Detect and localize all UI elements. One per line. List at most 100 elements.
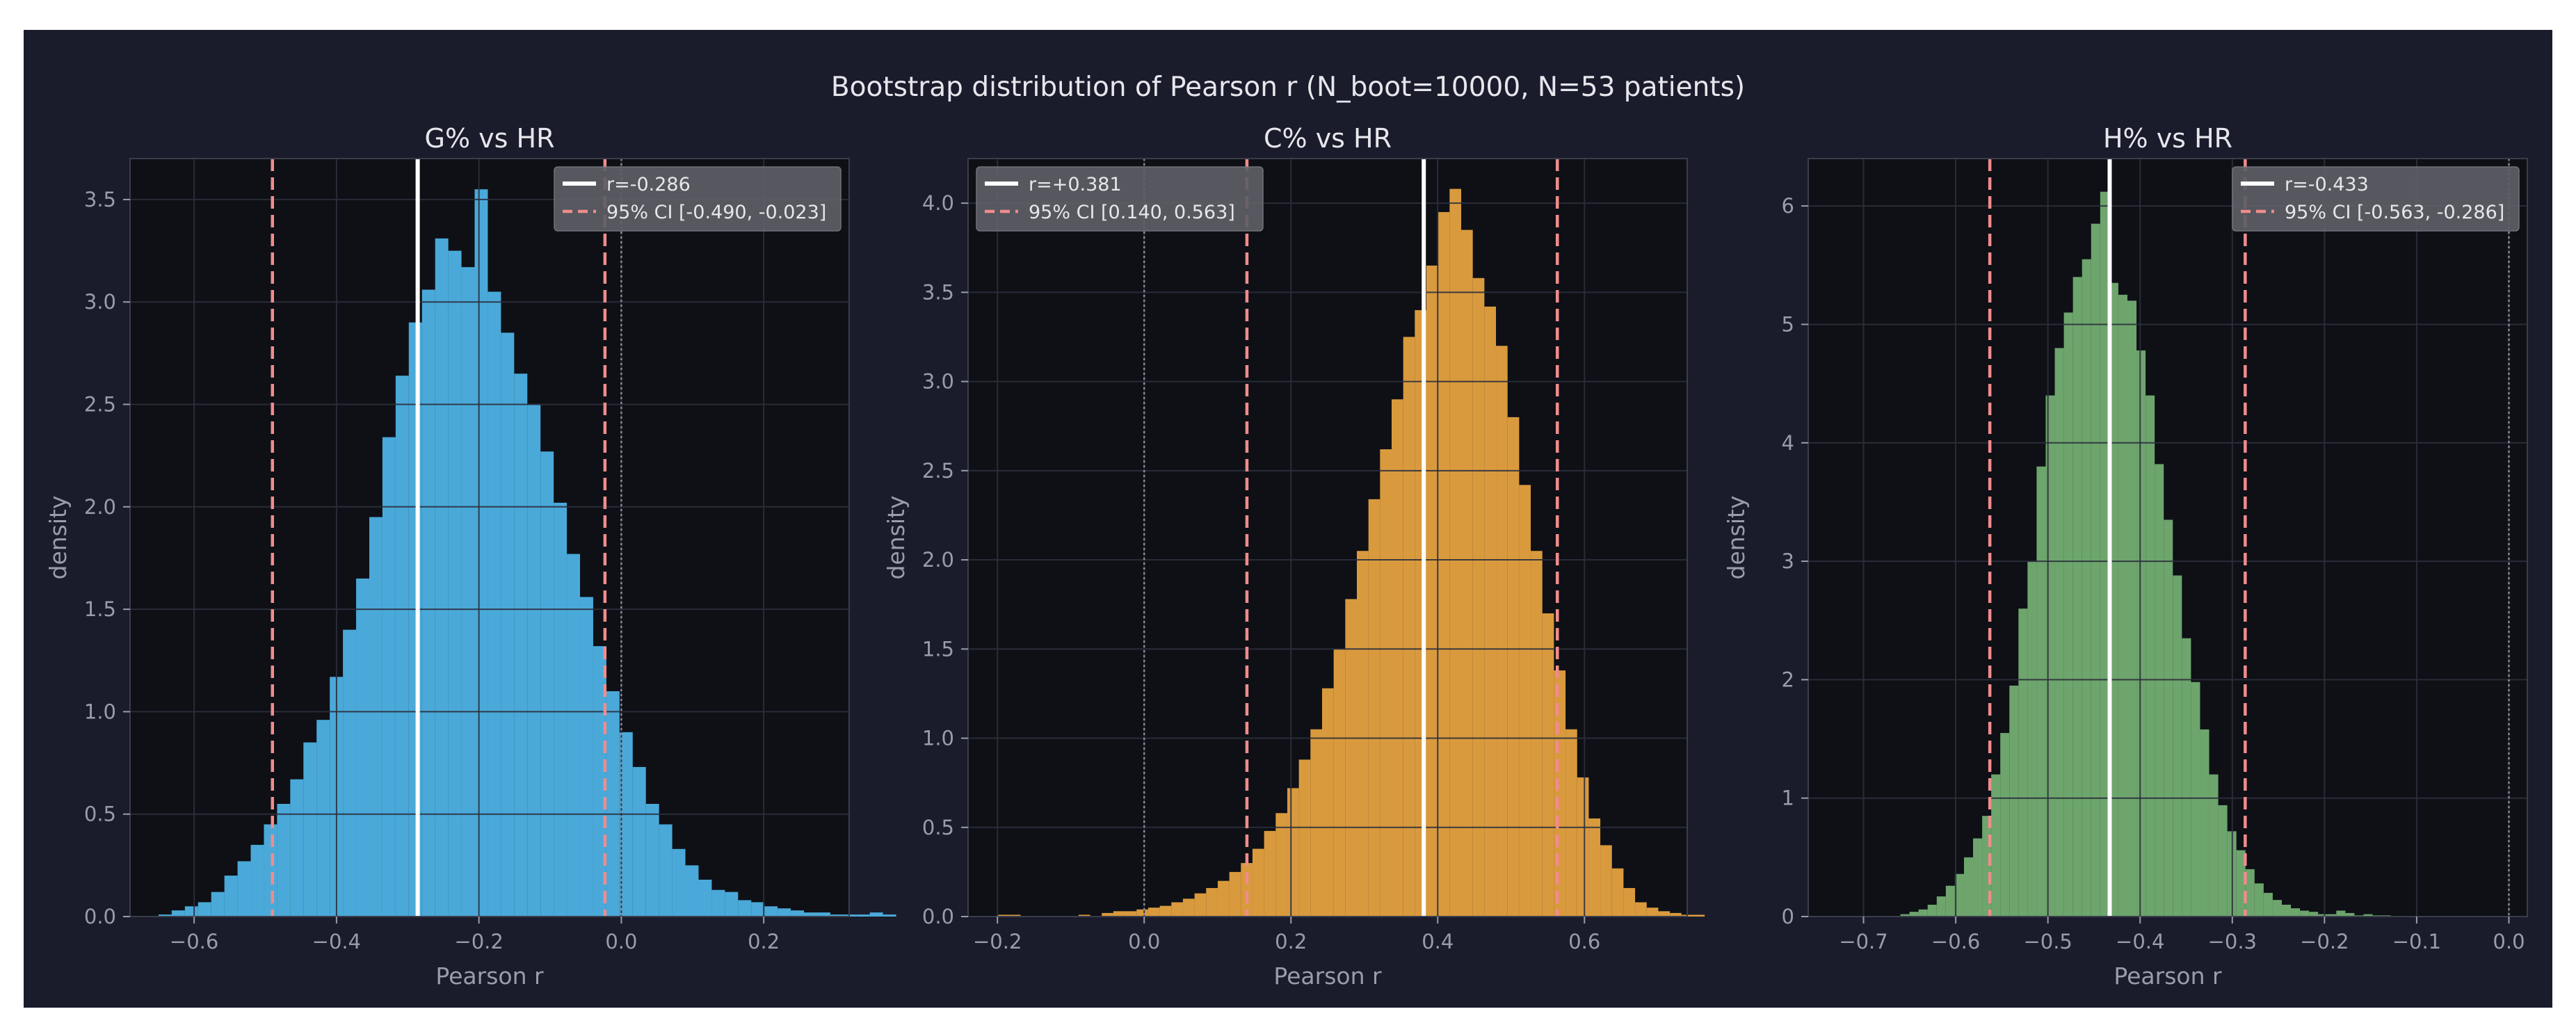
histogram-bar xyxy=(369,517,383,917)
histogram-bar xyxy=(830,914,844,917)
y-tick-label: 0 xyxy=(1782,905,1794,928)
histogram-bar xyxy=(1472,277,1485,917)
histogram-bar xyxy=(540,451,554,917)
histogram-bar xyxy=(1125,911,1137,917)
y-axis-label: density xyxy=(1723,496,1750,580)
histogram-bar xyxy=(1368,499,1380,917)
figure-title: Bootstrap distribution of Pearson r (N_b… xyxy=(830,72,1746,103)
histogram-bar xyxy=(2018,608,2028,917)
histogram-bar xyxy=(435,238,449,917)
histogram-bar xyxy=(1507,417,1520,917)
histogram-bar xyxy=(501,332,515,917)
histogram-bar xyxy=(869,912,883,917)
histogram-bar xyxy=(1909,912,1919,917)
histogram-bar xyxy=(1194,893,1207,917)
histogram-bar xyxy=(1496,346,1508,917)
panel-3: −0.7 −0.6 −0.5 −0.4 −0.3 −0.2 −0.1 0.0 0 1 2 3 4 5 6 H%… xyxy=(1723,123,2528,990)
y-tick-label: 2.0 xyxy=(84,495,116,519)
panel-title: C% vs HR xyxy=(1264,123,1392,154)
histogram-bar xyxy=(1542,613,1554,917)
legend-entry-ci: 95% CI [0.140, 0.563] xyxy=(1029,202,1235,223)
histogram-bar xyxy=(1241,863,1253,917)
histogram-bar xyxy=(2146,395,2155,917)
histogram-bar xyxy=(2200,729,2209,917)
histogram-bar xyxy=(632,766,646,917)
histogram-bar xyxy=(316,720,330,917)
histogram-bar xyxy=(1356,551,1369,917)
histogram-bar xyxy=(1588,818,1601,917)
y-tick-label: 1.5 xyxy=(922,637,954,661)
x-tick-label: −0.6 xyxy=(1931,930,1980,953)
histogram-bar xyxy=(1461,229,1473,917)
histogram-bar xyxy=(1927,904,1937,917)
histogram-bar xyxy=(1635,902,1647,917)
histogram-bar xyxy=(408,322,422,917)
histogram-bar xyxy=(1945,885,1955,917)
histogram-bar xyxy=(672,848,686,917)
histogram-bar xyxy=(1252,848,1264,917)
x-tick-label: 0.2 xyxy=(748,930,780,953)
histogram-bar xyxy=(2127,300,2137,917)
x-tick-label: −0.2 xyxy=(973,930,1022,953)
y-tick-label: 2 xyxy=(1782,668,1794,691)
x-tick-label: 0.2 xyxy=(1275,930,1307,953)
histogram-bar xyxy=(1298,759,1311,917)
histogram-bar xyxy=(1345,599,1357,917)
legend: r=+0.381 95% CI [0.140, 0.563] xyxy=(976,166,1264,232)
y-tick-label: 0.5 xyxy=(922,816,954,839)
histogram-bar xyxy=(645,803,659,917)
histogram-bar xyxy=(1078,914,1090,917)
histogram-bar xyxy=(1148,908,1160,917)
histogram-bar xyxy=(343,629,357,917)
y-tick-label: 3.5 xyxy=(84,188,116,211)
histogram-bar xyxy=(1438,211,1450,917)
histogram-bar xyxy=(2309,912,2319,917)
legend-entry-ci: 95% CI [-0.490, -0.023] xyxy=(606,202,826,223)
histogram-bar xyxy=(1611,868,1624,917)
histogram-bar xyxy=(514,373,528,917)
legend-box xyxy=(2232,166,2520,232)
histogram-panels: −0.6 −0.4 −0.2 0.0 0.2 0.0 0.5 1.0 1.5 2.0 2.5 3.0 3… xyxy=(45,123,2528,990)
histogram-bar xyxy=(2091,223,2100,917)
histogram-bar xyxy=(2082,259,2091,917)
histogram-bar xyxy=(158,914,172,917)
histogram-bar xyxy=(1113,911,1125,917)
histogram-bar xyxy=(711,889,725,917)
histogram-bar xyxy=(1264,830,1276,917)
histogram-bar xyxy=(2300,910,2310,917)
histogram-bar xyxy=(997,914,1009,917)
x-axis-label: Pearson r xyxy=(435,962,544,990)
histogram-bar xyxy=(1484,306,1497,917)
x-axis-label: Pearson r xyxy=(2114,962,2222,990)
legend-entry-ci: 95% CI [-0.563, -0.286] xyxy=(2285,202,2504,223)
histogram-bar xyxy=(816,912,830,917)
x-tick-label: −0.2 xyxy=(2300,930,2349,953)
histogram-bar xyxy=(2045,395,2055,917)
x-tick-label: −0.3 xyxy=(2208,930,2257,953)
y-tick-label: 1 xyxy=(1782,787,1794,810)
histogram-bars xyxy=(1900,191,2391,917)
histogram-bar xyxy=(2236,850,2246,917)
y-tick-label: 1.5 xyxy=(84,597,116,621)
x-tick-label: −0.7 xyxy=(1839,930,1887,953)
histogram-bar xyxy=(1918,909,1928,917)
histogram-bar xyxy=(474,189,488,917)
histogram-bar xyxy=(2000,733,2010,917)
panel-title: G% vs HR xyxy=(425,123,555,154)
histogram-bar xyxy=(1136,909,1148,917)
y-tick-label: 5 xyxy=(1782,312,1794,336)
histogram-bar xyxy=(659,824,673,917)
histogram-bar xyxy=(2263,892,2273,917)
y-tick-label: 3 xyxy=(1782,549,1794,573)
histogram-bar xyxy=(1973,838,1983,917)
histogram-bar xyxy=(1287,788,1299,917)
legend-box xyxy=(976,166,1264,232)
histogram-bar xyxy=(382,437,396,917)
histogram-bar xyxy=(2100,191,2109,917)
histogram-bar xyxy=(2173,575,2182,917)
histogram-bar xyxy=(2118,294,2128,917)
legend: r=-0.433 95% CI [-0.563, -0.286] xyxy=(2232,166,2520,232)
histogram-bar xyxy=(421,289,435,917)
y-tick-label: 3.5 xyxy=(922,280,954,304)
histogram-bar xyxy=(2209,774,2219,917)
